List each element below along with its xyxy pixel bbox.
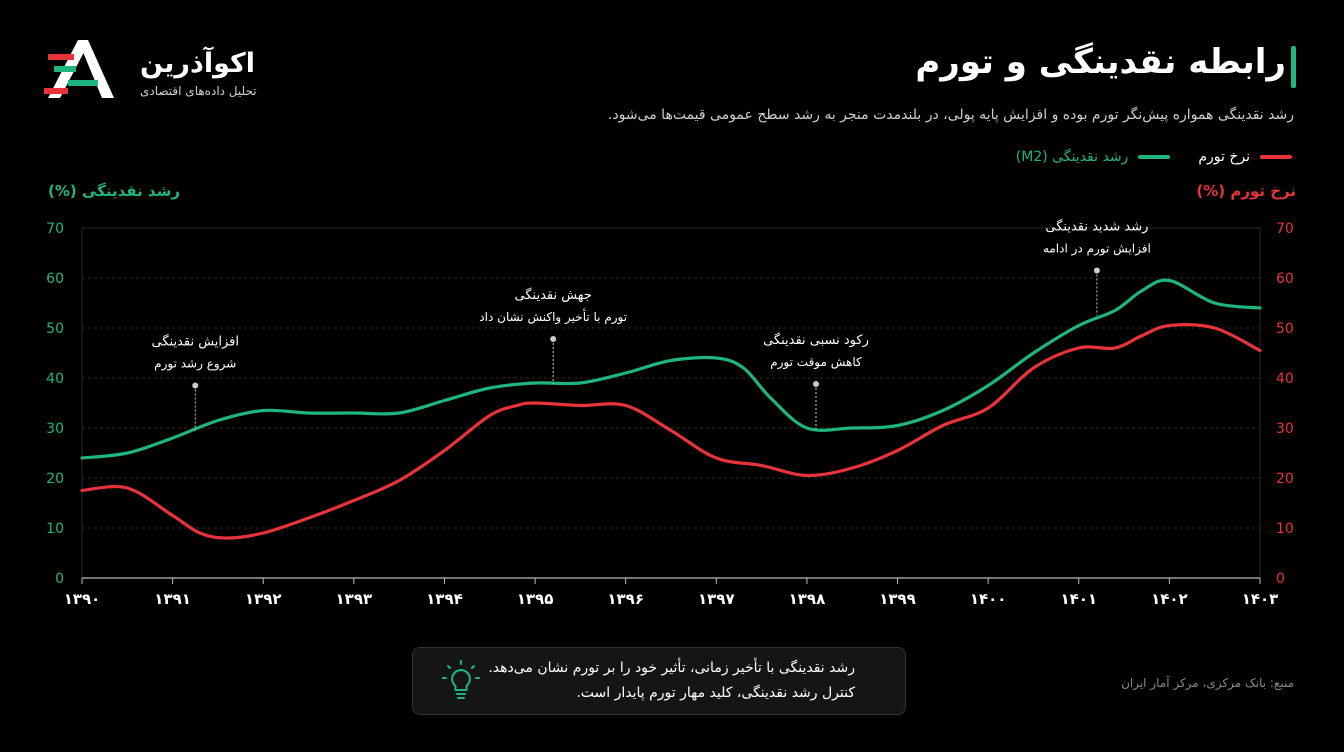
annotation-note: کاهش موقت تورم: [770, 355, 862, 370]
x-tick-label: ۱۴۰۳: [1242, 590, 1279, 608]
y-tick-left: 40: [46, 371, 64, 387]
y-axis-title-left: رشد نقدینگی (%): [48, 182, 180, 200]
plot-frame: [81, 227, 1261, 579]
x-tick-label: ۱۳۹۷: [698, 590, 735, 608]
x-tick-label: ۱۳۹۰: [64, 590, 101, 608]
y-tick-right: 70: [1276, 221, 1294, 237]
legend-label-inflation: نرخ تورم: [1198, 149, 1250, 165]
y-tick-left: 20: [46, 471, 64, 487]
legend-swatch-inflation: [1260, 155, 1292, 159]
x-tick-label: ۱۴۰۰: [970, 590, 1007, 608]
x-tick-label: ۱۳۹۳: [336, 590, 373, 608]
series-line-m2: [80, 278, 1262, 460]
y-tick-right: 50: [1276, 321, 1294, 337]
legend-item-inflation: نرخ تورم: [1198, 149, 1292, 165]
page-title: رابطه نقدینگی و تورم: [915, 42, 1286, 82]
insight-box: رشد نقدینگی با تأخیر زمانی، تأثیر خود را…: [412, 647, 906, 715]
legend-label-m2: رشد نقدینگی (M2): [1015, 149, 1129, 165]
x-tick-label: ۱۴۰۲: [1151, 590, 1188, 608]
y-tick-left: 10: [46, 521, 64, 537]
x-tick-label: ۱۳۹۲: [245, 590, 282, 608]
source-note: منبع: بانک مرکزی، مرکز آمار ایران: [1121, 676, 1294, 690]
legend-item-m2: رشد نقدینگی (M2): [1016, 149, 1171, 165]
annotation-title: افزایش نقدینگی: [152, 334, 240, 350]
annotation-note: شروع رشد تورم: [154, 357, 236, 372]
x-tick-label: ۱۳۹۸: [789, 590, 826, 608]
title-accent-bar: [1291, 46, 1296, 88]
annotation-title: رشد شدید نقدینگی: [1045, 219, 1148, 235]
lightbulb-icon: [442, 660, 480, 699]
annotation-title: جهش نقدینگی: [515, 287, 592, 303]
x-tick-label: ۱۳۹۹: [879, 590, 916, 608]
y-tick-left: 30: [46, 421, 64, 437]
y-tick-left: 60: [46, 271, 64, 287]
insight-line-1: رشد نقدینگی با تأخیر زمانی، تأثیر خود را…: [488, 660, 855, 676]
chart-legend: نرخ تورم رشد نقدینگی (M2): [1016, 149, 1292, 165]
legend-swatch-m2: [1138, 155, 1171, 159]
annotation-dot: [1093, 267, 1100, 274]
x-tick-label: ۱۳۹۶: [607, 590, 644, 608]
page-subtitle: رشد نقدینگی همواره پیش‌نگر تورم بوده و ا…: [607, 107, 1294, 123]
x-tick-label: ۱۳۹۴: [426, 590, 463, 608]
y-tick-left: 50: [46, 321, 64, 337]
annotation-dot: [812, 381, 819, 387]
brand-tagline: تحلیل داده‌های اقتصادی: [140, 84, 257, 98]
x-tick-label: ۱۳۹۱: [154, 590, 191, 608]
brand-logo-icon: [44, 40, 114, 98]
annotation-title: رکود نسبی نقدینگی: [763, 332, 869, 348]
brand-name: اکوآذرین: [140, 48, 255, 79]
insight-line-2: کنترل رشد نقدینگی، کلید مهار تورم پایدار…: [576, 685, 855, 701]
y-tick-right: 20: [1276, 471, 1294, 487]
y-axis-title-right: نرخ تورم (%): [1196, 182, 1296, 200]
y-tick-right: 30: [1276, 421, 1294, 437]
annotation-dot: [192, 382, 199, 389]
y-tick-right: 60: [1276, 271, 1294, 287]
series-line-inflation: [80, 323, 1262, 540]
x-tick-label: ۱۴۰۱: [1060, 590, 1097, 608]
y-tick-left: 0: [55, 571, 64, 587]
y-tick-left: 70: [46, 221, 64, 237]
annotation-note: افزایش تورم در ادامه: [1043, 242, 1151, 257]
annotation-note: تورم با تأخیر واکنش نشان داد: [479, 308, 627, 325]
x-tick-label: ۱۳۹۵: [517, 590, 554, 608]
annotation-dot: [550, 336, 557, 342]
y-tick-right: 0: [1276, 571, 1285, 587]
y-tick-right: 10: [1276, 521, 1294, 537]
y-tick-right: 40: [1276, 371, 1294, 387]
